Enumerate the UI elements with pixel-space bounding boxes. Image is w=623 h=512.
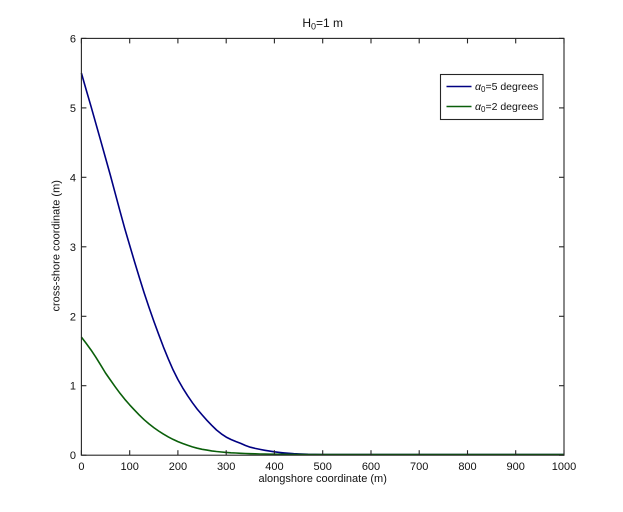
svg-text:6: 6 [70, 33, 76, 45]
svg-text:4: 4 [70, 172, 76, 184]
svg-text:1000: 1000 [552, 461, 576, 473]
svg-text:α0=5 degrees: α0=5 degrees [475, 81, 538, 94]
svg-text:2: 2 [70, 311, 76, 323]
svg-text:1: 1 [70, 381, 76, 393]
svg-text:200: 200 [169, 461, 187, 473]
svg-text:800: 800 [458, 461, 476, 473]
svg-text:α0=2 degrees: α0=2 degrees [475, 101, 538, 114]
svg-text:400: 400 [265, 461, 283, 473]
svg-text:H0=1 m: H0=1 m [302, 16, 343, 32]
svg-text:3: 3 [70, 242, 76, 254]
svg-text:alongshore coordinate (m): alongshore coordinate (m) [258, 473, 386, 485]
svg-text:700: 700 [410, 461, 428, 473]
svg-text:0: 0 [78, 461, 84, 473]
svg-text:100: 100 [121, 461, 139, 473]
svg-text:500: 500 [314, 461, 332, 473]
svg-text:5: 5 [70, 103, 76, 115]
svg-text:900: 900 [507, 461, 525, 473]
svg-text:300: 300 [217, 461, 235, 473]
svg-text:600: 600 [362, 461, 380, 473]
svg-text:0: 0 [70, 450, 76, 462]
svg-text:cross-shore coordinate (m): cross-shore coordinate (m) [51, 180, 63, 311]
